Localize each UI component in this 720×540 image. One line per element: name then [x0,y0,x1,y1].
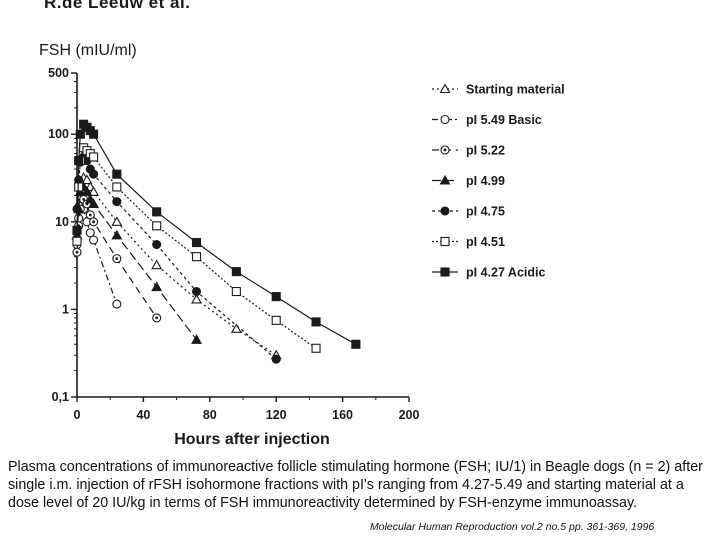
y-tick-label: 500 [48,66,69,80]
data-point-center [92,220,95,224]
data-point [152,240,162,250]
data-point [311,317,321,327]
legend-label: pI 4.51 [466,235,505,249]
data-point [191,237,202,248]
legend-entry: pI 5.49 Basic [432,113,542,127]
legend-entry: pI 4.99 [432,174,505,188]
data-point [311,343,321,353]
data-point [112,169,122,179]
legend-marker [440,267,450,277]
x-tick-label: 160 [332,408,353,422]
chart-plot-area [71,119,361,364]
data-point [271,315,281,325]
data-point [152,207,162,217]
data-point-center [155,316,159,320]
legend-marker-center [443,148,447,152]
x-tick-label: 200 [399,408,420,422]
fsh-chart: 0,1 1 10 100 500 0 40 80 120 160 200 FSH (mIU/ml) Ho… [39,42,565,448]
data-point [191,293,202,304]
legend-label: pI 4.99 [466,174,505,188]
data-point [191,334,202,344]
data-point [151,259,163,270]
data-point [151,281,163,292]
data-point [89,129,99,139]
data-point [111,216,123,226]
y-tick-label: 10 [55,215,69,229]
data-point [85,228,95,238]
data-point [72,236,82,246]
data-point-center [82,198,86,201]
legend-entry: pI 4.51 [432,235,505,249]
author-heading: R.de Leeuw et al. [44,0,191,12]
data-point [112,299,122,309]
y-axis-label: FSH (mIU/ml) [39,42,137,59]
series-0 [71,171,282,360]
chart-legend: Starting material pI 5.49 Basic pI 5.22 pI … [432,83,565,280]
data-point [191,286,202,297]
data-point [112,182,122,192]
data-point [271,354,281,364]
series-line [76,185,197,341]
legend-entry: Starting material [432,83,565,97]
legend-marker [440,236,450,247]
y-tick-label: 1 [62,302,69,316]
legend-marker [439,83,451,94]
data-point [89,169,99,179]
data-point [81,186,93,196]
y-tick-label: 0,1 [52,390,69,404]
legend-marker [439,174,451,185]
series-line [76,156,277,360]
data-point [89,235,99,245]
x-tick-label: 40 [136,408,150,422]
data-point [230,323,242,333]
data-point [231,267,241,277]
data-point [89,152,99,162]
data-point [74,156,84,166]
data-point [111,229,123,240]
legend-label: pI 5.49 Basic [466,113,542,127]
data-point-center [75,250,79,254]
data-point-center [115,257,119,261]
data-point [72,225,82,235]
legend-label: pI 5.22 [466,144,505,158]
data-point [81,174,93,185]
series-6 [72,119,361,349]
data-point-center [88,213,92,217]
data-point [152,221,162,231]
legend-marker [440,114,450,125]
x-tick-label: 80 [203,408,217,422]
figure-caption: Plasma concentrations of immunoreactive … [8,459,703,511]
x-axis-label: Hours after injection [174,431,330,448]
data-point [88,198,100,208]
citation: Molecular Human Reproduction vol.2 no.5 … [370,521,655,533]
data-point [231,286,241,297]
data-point [191,252,202,262]
data-point [88,186,100,196]
series-4 [72,152,281,364]
legend-label: pI 4.75 [466,205,505,219]
chart-axes: 0,1 1 10 100 500 0 40 80 120 160 200 FSH (mIU/ml) Ho… [39,42,419,448]
legend-entry: pI 4.27 Acidic [432,266,545,280]
legend-label: Starting material [466,83,565,97]
data-point [271,292,281,302]
legend-marker [440,206,450,216]
legend-entry: pI 4.75 [432,205,505,219]
data-point [75,129,85,139]
x-tick-label: 120 [266,408,287,422]
y-tick-label: 100 [48,127,69,141]
x-tick-label: 0 [74,408,81,422]
data-point [351,339,361,349]
data-point [112,197,122,207]
legend-label: pI 4.27 Acidic [466,266,545,280]
series-line [76,176,277,356]
legend-entry: pI 5.22 [432,144,505,158]
